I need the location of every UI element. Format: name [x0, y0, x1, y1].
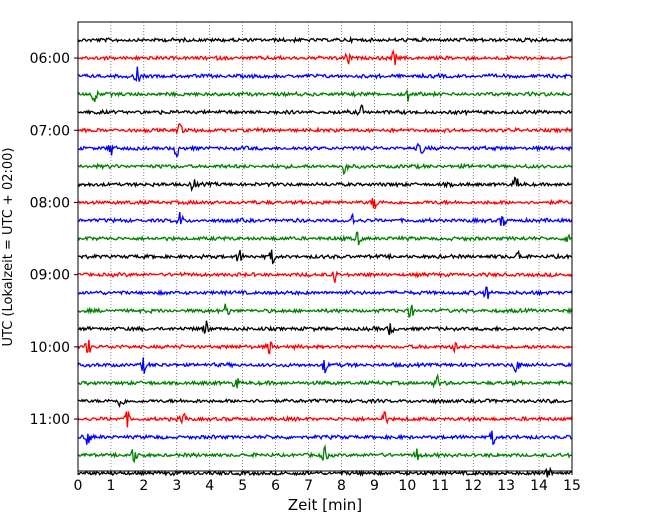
trace-0545 [77, 35, 573, 45]
trace-0900 [77, 270, 573, 283]
x-tick-label-2: 2 [139, 478, 148, 494]
x-tick-label-7: 7 [304, 478, 313, 494]
trace-0630 [77, 88, 573, 103]
x-tick-label-13: 13 [497, 478, 515, 494]
trace-1130 [77, 443, 573, 464]
y-tick-label-0700: 07:00 [30, 123, 70, 139]
trace-0715 [77, 142, 573, 158]
trace-1015 [77, 357, 573, 374]
traces-group [77, 35, 573, 478]
trace-1045 [77, 397, 573, 409]
x-tick-label-15: 15 [563, 478, 581, 494]
trace-1145 [77, 466, 573, 478]
trace-0615 [77, 66, 573, 83]
y-tick-label-1000: 10:00 [30, 340, 70, 356]
x-tick-label-8: 8 [337, 478, 346, 494]
trace-0745 [77, 176, 573, 193]
trace-0945 [77, 320, 573, 336]
trace-0915 [77, 286, 573, 300]
x-tick-label-12: 12 [464, 478, 482, 494]
y-tick-label-0800: 08:00 [30, 195, 70, 211]
trace-0600 [77, 48, 573, 66]
trace-0730 [77, 162, 573, 176]
trace-1115 [77, 430, 573, 446]
x-tick-label-9: 9 [370, 478, 379, 494]
x-tick-label-0: 0 [74, 478, 83, 494]
x-tick-label-5: 5 [238, 478, 247, 494]
x-axis: 0 1 2 3 4 5 6 7 8 9 10 11 12 13 14 15 [74, 471, 581, 494]
trace-1030 [77, 373, 573, 389]
trace-1000 [77, 339, 573, 355]
plot-frame [77, 21, 573, 472]
y-tick-label-0900: 09:00 [30, 268, 70, 284]
x-tick-label-11: 11 [431, 478, 449, 494]
trace-0830 [77, 231, 573, 246]
x-tick-label-10: 10 [398, 478, 416, 494]
grid-group [110, 22, 540, 471]
x-tick-label-1: 1 [106, 478, 115, 494]
y-axis-label: UTC (Lokalzeit = UTC + 02:00) [1, 148, 16, 347]
x-tick-label-4: 4 [205, 478, 214, 494]
x-axis-label: Zeit [min] [288, 496, 362, 514]
y-tick-label-1100: 11:00 [30, 412, 70, 428]
trace-0845 [77, 249, 573, 265]
y-tick-label-0600: 06:00 [30, 51, 70, 67]
trace-0800 [77, 197, 573, 211]
y-axis: 06:00 07:00 08:00 09:00 10:00 11:00 [30, 51, 78, 428]
trace-1100 [77, 410, 573, 428]
x-tick-label-6: 6 [271, 478, 280, 494]
trace-0700 [77, 122, 573, 136]
trace-0930 [77, 303, 573, 319]
x-tick-label-14: 14 [530, 478, 548, 494]
x-tick-label-3: 3 [172, 478, 181, 494]
trace-0815 [77, 212, 573, 227]
trace-0645 [77, 104, 573, 117]
